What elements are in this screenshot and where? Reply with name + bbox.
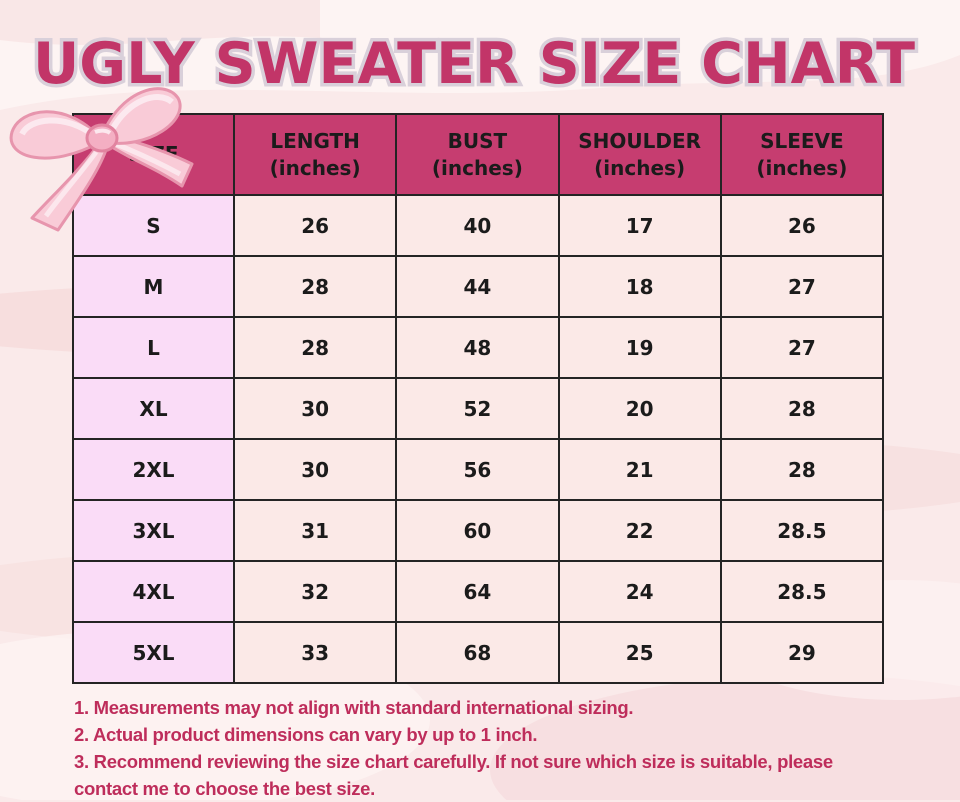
header-label: SHOULDER bbox=[578, 128, 702, 153]
size-chart-table: SIZE LENGTH (inches) BUST (inches) SHOUL… bbox=[72, 113, 884, 684]
length-cell: 33 bbox=[235, 623, 396, 682]
header-label: BUST bbox=[447, 128, 508, 153]
length-cell: 30 bbox=[235, 379, 396, 438]
bust-cell: 48 bbox=[397, 318, 558, 377]
note-item: 3. Recommend reviewing the size chart ca… bbox=[74, 751, 833, 799]
size-cell: S bbox=[74, 196, 233, 255]
header-unit: (inches) bbox=[269, 155, 361, 180]
shoulder-cell: 22 bbox=[559, 501, 720, 560]
size-cell: 3XL bbox=[74, 501, 233, 560]
size-cell: L bbox=[74, 318, 233, 377]
header-unit: (inches) bbox=[594, 155, 686, 180]
length-cell: 30 bbox=[235, 440, 396, 499]
bust-cell: 60 bbox=[397, 501, 558, 560]
sleeve-cell: 28.5 bbox=[721, 562, 882, 621]
bust-cell: 68 bbox=[397, 623, 558, 682]
shoulder-cell: 25 bbox=[559, 623, 720, 682]
header-unit: (inches) bbox=[431, 155, 523, 180]
table-row: L 28 48 19 27 bbox=[74, 318, 882, 377]
size-cell: 4XL bbox=[74, 562, 233, 621]
table-row: 3XL 31 60 22 28.5 bbox=[74, 501, 882, 560]
length-cell: 28 bbox=[235, 318, 396, 377]
table-row: M 28 44 18 27 bbox=[74, 257, 882, 316]
table-row: 2XL 30 56 21 28 bbox=[74, 440, 882, 499]
note-item: 2. Actual product dimensions can vary by… bbox=[74, 724, 538, 745]
header-label: LENGTH bbox=[270, 128, 360, 153]
shoulder-cell: 24 bbox=[559, 562, 720, 621]
header-label: SLEEVE bbox=[760, 128, 844, 153]
note-item: 1. Measurements may not align with stand… bbox=[74, 697, 634, 718]
size-cell: XL bbox=[74, 379, 233, 438]
shoulder-cell: 19 bbox=[559, 318, 720, 377]
header-unit: (inches) bbox=[756, 155, 848, 180]
footnotes: 1. Measurements may not align with stand… bbox=[74, 694, 892, 802]
sleeve-cell: 29 bbox=[721, 623, 882, 682]
size-cell: M bbox=[74, 257, 233, 316]
table-row: 4XL 32 64 24 28.5 bbox=[74, 562, 882, 621]
shoulder-cell: 17 bbox=[559, 196, 720, 255]
length-cell: 31 bbox=[235, 501, 396, 560]
header-cell-shoulder: SHOULDER (inches) bbox=[559, 115, 720, 194]
length-cell: 32 bbox=[235, 562, 396, 621]
length-cell: 28 bbox=[235, 257, 396, 316]
bust-cell: 40 bbox=[397, 196, 558, 255]
length-cell: 26 bbox=[235, 196, 396, 255]
bust-cell: 56 bbox=[397, 440, 558, 499]
sleeve-cell: 28.5 bbox=[721, 501, 882, 560]
sleeve-cell: 28 bbox=[721, 379, 882, 438]
size-cell: 2XL bbox=[74, 440, 233, 499]
table-row: XL 30 52 20 28 bbox=[74, 379, 882, 438]
size-cell: 5XL bbox=[74, 623, 233, 682]
sleeve-cell: 28 bbox=[721, 440, 882, 499]
page-title-outline: UGLY SWEATER SIZE CHART bbox=[30, 28, 919, 101]
page-title: UGLY SWEATER SIZE CHART UGLY SWEATER SIZ… bbox=[30, 26, 938, 106]
bust-cell: 52 bbox=[397, 379, 558, 438]
sleeve-cell: 26 bbox=[721, 196, 882, 255]
header-cell-length: LENGTH (inches) bbox=[235, 115, 396, 194]
bust-cell: 64 bbox=[397, 562, 558, 621]
header-cell-bust: BUST (inches) bbox=[397, 115, 558, 194]
sleeve-cell: 27 bbox=[721, 257, 882, 316]
ribbon-bow-icon bbox=[9, 87, 194, 232]
table-row: S 26 40 17 26 bbox=[74, 196, 882, 255]
sleeve-cell: 27 bbox=[721, 318, 882, 377]
header-cell-sleeve: SLEEVE (inches) bbox=[721, 115, 882, 194]
shoulder-cell: 21 bbox=[559, 440, 720, 499]
shoulder-cell: 18 bbox=[559, 257, 720, 316]
table-row: 5XL 33 68 25 29 bbox=[74, 623, 882, 682]
page-title-text: UGLY SWEATER SIZE CHART bbox=[33, 31, 915, 97]
bust-cell: 44 bbox=[397, 257, 558, 316]
shoulder-cell: 20 bbox=[559, 379, 720, 438]
